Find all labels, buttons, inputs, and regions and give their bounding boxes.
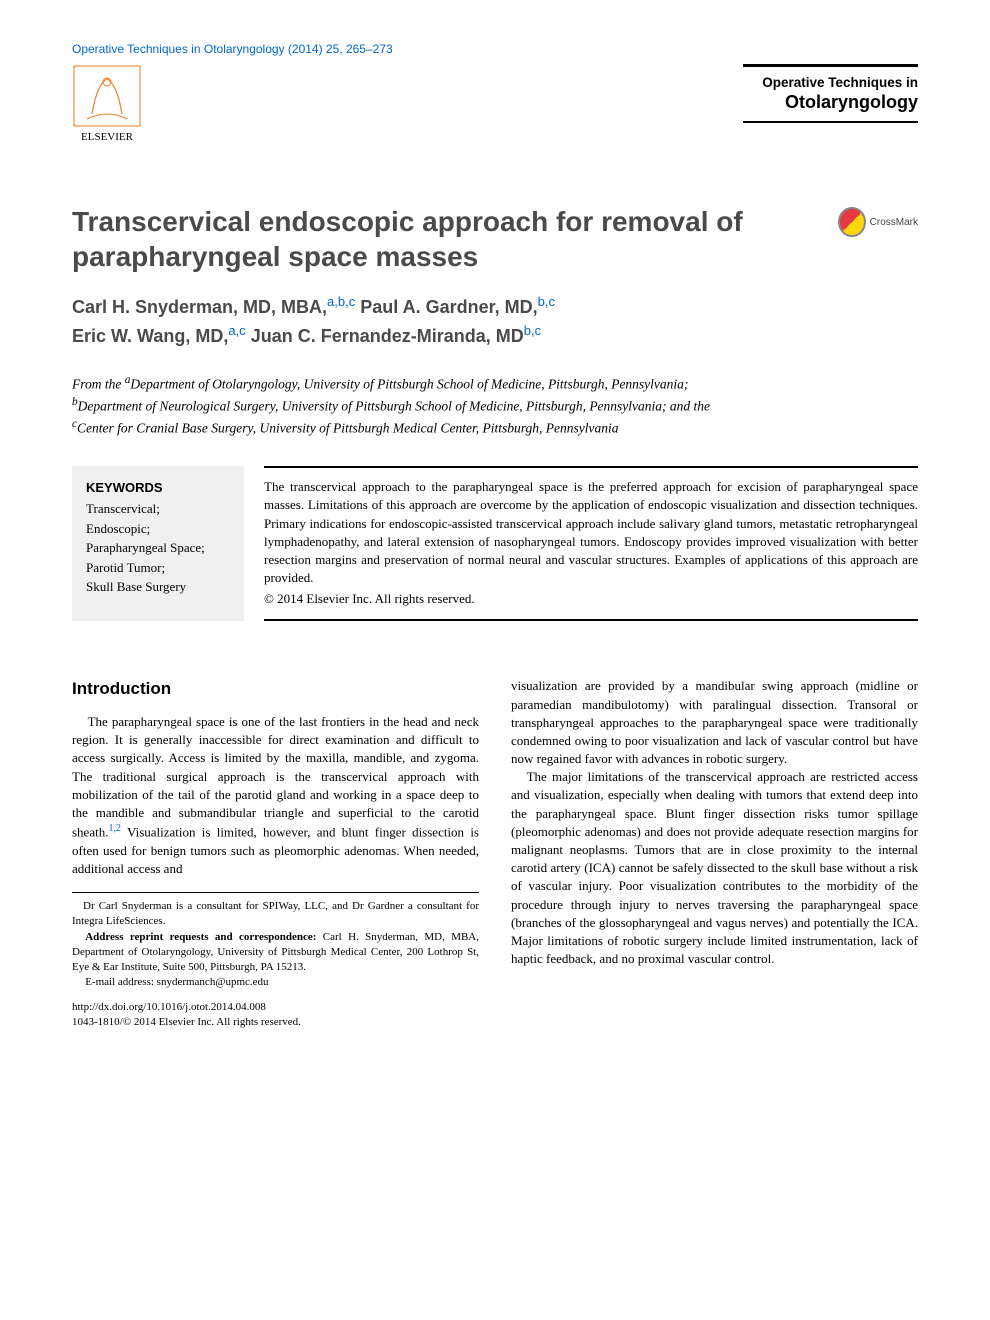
doi-block: http://dx.doi.org/10.1016/j.otot.2014.04… — [72, 1000, 479, 1030]
doi-url[interactable]: http://dx.doi.org/10.1016/j.otot.2014.04… — [72, 1000, 479, 1015]
journal-line2: Otolaryngology — [743, 92, 918, 113]
reprint-head: Address reprint requests and corresponde… — [85, 931, 316, 943]
author-2-affil: b,c — [538, 294, 555, 309]
abstract-block: KEYWORDS Transcervical; Endoscopic; Para… — [72, 466, 918, 621]
email-label: E-mail address: — [85, 976, 156, 988]
logo-row: ELSEVIER Operative Techniques in Otolary… — [72, 64, 918, 144]
author-1: Carl H. Snyderman, MD, MBA, — [72, 297, 327, 317]
author-4: Juan C. Fernandez-Miranda, MD — [251, 326, 524, 346]
elsevier-logo: ELSEVIER — [72, 64, 142, 144]
svg-text:ELSEVIER: ELSEVIER — [81, 131, 134, 143]
abstract-text: The transcervical approach to the paraph… — [264, 478, 918, 587]
keywords-box: KEYWORDS Transcervical; Endoscopic; Para… — [72, 466, 244, 621]
title-row: Transcervical endoscopic approach for re… — [72, 204, 918, 274]
crossmark-badge[interactable]: CrossMark — [838, 204, 918, 240]
authors: Carl H. Snyderman, MD, MBA,a,b,c Paul A.… — [72, 292, 918, 350]
email-address[interactable]: snydermanch@upmc.edu — [157, 976, 269, 988]
abstract-col: The transcervical approach to the paraph… — [264, 466, 918, 621]
crossmark-label: CrossMark — [870, 217, 918, 228]
journal-line1: Operative Techniques in — [743, 75, 918, 90]
affil-c: Center for Cranial Base Surgery, Univers… — [77, 421, 618, 436]
journal-brand: Operative Techniques in Otolaryngology — [743, 64, 918, 123]
intro-para-1b: Visualization is limited, however, and b… — [72, 825, 479, 876]
affil-a: Department of Otolaryngology, University… — [130, 377, 688, 392]
citation: Operative Techniques in Otolaryngology (… — [72, 42, 393, 56]
abstract-rule-top — [264, 466, 918, 468]
author-1-affil: a,b,c — [327, 294, 355, 309]
brand-rule-bot — [743, 121, 918, 123]
author-2: Paul A. Gardner, MD, — [360, 297, 537, 317]
footnotes: Dr Carl Snyderman is a consultant for SP… — [72, 892, 479, 990]
author-3-affil: a,c — [228, 323, 245, 338]
reprint: Address reprint requests and corresponde… — [72, 930, 479, 975]
disclosure: Dr Carl Snyderman is a consultant for SP… — [72, 899, 479, 929]
issn-copyright: 1043-1810/© 2014 Elsevier Inc. All right… — [72, 1015, 479, 1030]
right-para-2: The major limitations of the transcervic… — [511, 768, 918, 968]
keywords-list: Transcervical; Endoscopic; Parapharyngea… — [86, 499, 230, 597]
right-para-1: visualization are provided by a mandibul… — [511, 677, 918, 768]
ref-1-2[interactable]: 1,2 — [108, 823, 121, 834]
article-title: Transcervical endoscopic approach for re… — [72, 204, 838, 274]
intro-heading: Introduction — [72, 677, 479, 701]
crossmark-icon — [838, 207, 866, 237]
keywords-heading: KEYWORDS — [86, 480, 230, 495]
author-4-affil: b,c — [524, 323, 541, 338]
abstract-rule-bot — [264, 619, 918, 621]
affil-b: Department of Neurological Surgery, Univ… — [78, 399, 710, 414]
intro-para-1a: The parapharyngeal space is one of the l… — [72, 714, 479, 839]
right-column: visualization are provided by a mandibul… — [511, 677, 918, 1030]
email-line: E-mail address: snydermanch@upmc.edu — [72, 975, 479, 990]
body-columns: Introduction The parapharyngeal space is… — [72, 677, 918, 1030]
left-column: Introduction The parapharyngeal space is… — [72, 677, 479, 1030]
author-3: Eric W. Wang, MD, — [72, 326, 228, 346]
affiliations: From the aDepartment of Otolaryngology, … — [72, 372, 752, 438]
brand-rule-top — [743, 64, 918, 67]
abstract-copyright: © 2014 Elsevier Inc. All rights reserved… — [264, 591, 918, 607]
header-row: Operative Techniques in Otolaryngology (… — [72, 42, 918, 56]
intro-para-1: The parapharyngeal space is one of the l… — [72, 713, 479, 878]
affil-prefix: From the — [72, 377, 125, 392]
